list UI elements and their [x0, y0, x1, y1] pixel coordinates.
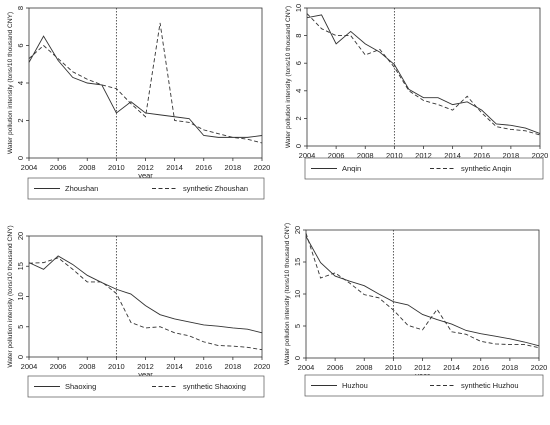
x-tick-label: 2012	[137, 163, 154, 172]
legend-box	[27, 375, 265, 398]
x-tick-label: 2008	[79, 362, 96, 371]
y-tick-label: 10	[293, 290, 302, 298]
x-tick-label: 2020	[531, 363, 548, 372]
legend-label: Zhoushan	[65, 184, 98, 193]
y-tick-label: 8	[16, 6, 25, 10]
x-tick-label: 2010	[108, 362, 125, 371]
y-tick-label: 5	[293, 324, 302, 328]
plot-frame	[306, 7, 541, 147]
x-tick-label: 2006	[328, 151, 345, 160]
y-tick-label: 2	[16, 118, 25, 122]
x-tick-label: 2006	[50, 362, 67, 371]
legend-label: Huzhou	[342, 381, 368, 390]
synthetic-series-line	[28, 257, 263, 351]
legend-box	[304, 157, 544, 180]
plot-frame	[28, 7, 263, 159]
y-tick-label: 20	[293, 226, 302, 234]
plot-frame	[305, 229, 540, 359]
y-tick-label: 6	[16, 43, 25, 47]
x-tick-label: 2016	[472, 363, 489, 372]
x-tick-label: 2004	[21, 362, 38, 371]
x-tick-label: 2020	[254, 362, 271, 371]
x-tick-label: 2014	[444, 151, 461, 160]
x-tick-label: 2010	[108, 163, 125, 172]
legend-box	[27, 177, 265, 200]
y-tick-label: 0	[293, 356, 302, 360]
y-tick-label: 15	[293, 258, 302, 266]
legend-label: synthetic Huzhou	[461, 381, 519, 390]
x-tick-label: 2020	[532, 151, 549, 160]
y-tick-label: 2	[294, 116, 303, 120]
plot-frame	[28, 235, 263, 358]
synthetic-series-line	[305, 233, 540, 349]
y-axis-label: Water pollution intensity (tons/10 thous…	[7, 12, 14, 154]
y-tick-label: 10	[16, 292, 25, 300]
x-tick-label: 2008	[356, 363, 373, 372]
chart-panel-1: 2004 2006 2008 2010 2012 2014 2016 2018 2020 0 2 4 6…	[7, 6, 271, 200]
x-tick-label: 2020	[254, 163, 271, 172]
x-tick-label: 2018	[225, 362, 242, 371]
y-tick-label: 10	[294, 4, 303, 12]
legend: Anqin synthetic Anqin	[304, 157, 544, 180]
legend: Huzhou synthetic Huzhou	[304, 374, 544, 397]
y-axis-label: Water pollution intensity (tons/10 thous…	[7, 225, 14, 367]
y-tick-label: 0	[16, 355, 25, 359]
x-tick-label: 2012	[137, 362, 154, 371]
y-tick-label: 0	[16, 156, 25, 160]
x-tick-label: 2008	[79, 163, 96, 172]
y-tick-label: 4	[16, 81, 25, 85]
synthetic-series-line	[28, 22, 263, 144]
actual-series-line	[28, 255, 263, 334]
x-tick-label: 2012	[414, 363, 431, 372]
x-tick-label: 2008	[357, 151, 374, 160]
x-tick-label: 2010	[385, 363, 402, 372]
y-tick-label: 8	[294, 34, 303, 38]
y-tick-label: 20	[16, 232, 25, 240]
x-tick-label: 2006	[50, 163, 67, 172]
y-tick-label: 15	[16, 262, 25, 270]
x-tick-label: 2016	[473, 151, 490, 160]
x-tick-label: 2018	[225, 163, 242, 172]
x-axis-label: year	[138, 171, 153, 180]
x-axis-label: year	[138, 370, 153, 379]
legend: Zhoushan synthetic Zhoushan	[27, 177, 265, 200]
x-tick-label: 2010	[386, 151, 403, 160]
x-tick-label: 2016	[195, 163, 212, 172]
x-tick-label: 2014	[443, 363, 460, 372]
y-tick-label: 6	[294, 61, 303, 65]
chart-panel-3: 2004 2006 2008 2010 2012 2014 2016 2018 2020 0 5 10…	[7, 225, 271, 398]
legend: Shaoxing synthetic Shaoxing	[27, 375, 265, 398]
x-tick-label: 2004	[21, 163, 38, 172]
x-tick-label: 2014	[166, 362, 183, 371]
y-tick-label: 4	[294, 89, 303, 93]
y-tick-label: 5	[16, 325, 25, 329]
chart-panel-2: 2004 2006 2008 2010 2012 2014 2016 2018 2020 0 2 4 6…	[285, 4, 549, 180]
legend-label: synthetic Zhoushan	[183, 184, 248, 193]
x-tick-label: 2018	[503, 151, 520, 160]
y-tick-label: 0	[294, 144, 303, 148]
legend-label: Shaoxing	[65, 382, 96, 391]
y-axis-label: Water pollution intensity (tons/10 thous…	[285, 6, 292, 148]
chart-panel-4: 2004 2006 2008 2010 2012 2014 2016 2018 2020 0 5 10…	[284, 223, 548, 397]
x-tick-label: 2018	[502, 363, 519, 372]
actual-series-line	[28, 35, 263, 138]
x-tick-label: 2004	[298, 363, 315, 372]
y-axis-label: Water pollution intensity (tons/10 thous…	[284, 223, 291, 365]
legend-label: synthetic Shaoxing	[183, 382, 246, 391]
x-tick-label: 2006	[327, 363, 344, 372]
x-tick-label: 2004	[299, 151, 316, 160]
x-tick-label: 2012	[415, 151, 432, 160]
synthetic-series-line	[306, 13, 541, 136]
legend-label: Anqin	[342, 164, 361, 173]
legend-label: synthetic Anqin	[461, 164, 511, 173]
legend-box	[304, 374, 544, 397]
x-tick-label: 2016	[195, 362, 212, 371]
x-tick-label: 2014	[166, 163, 183, 172]
